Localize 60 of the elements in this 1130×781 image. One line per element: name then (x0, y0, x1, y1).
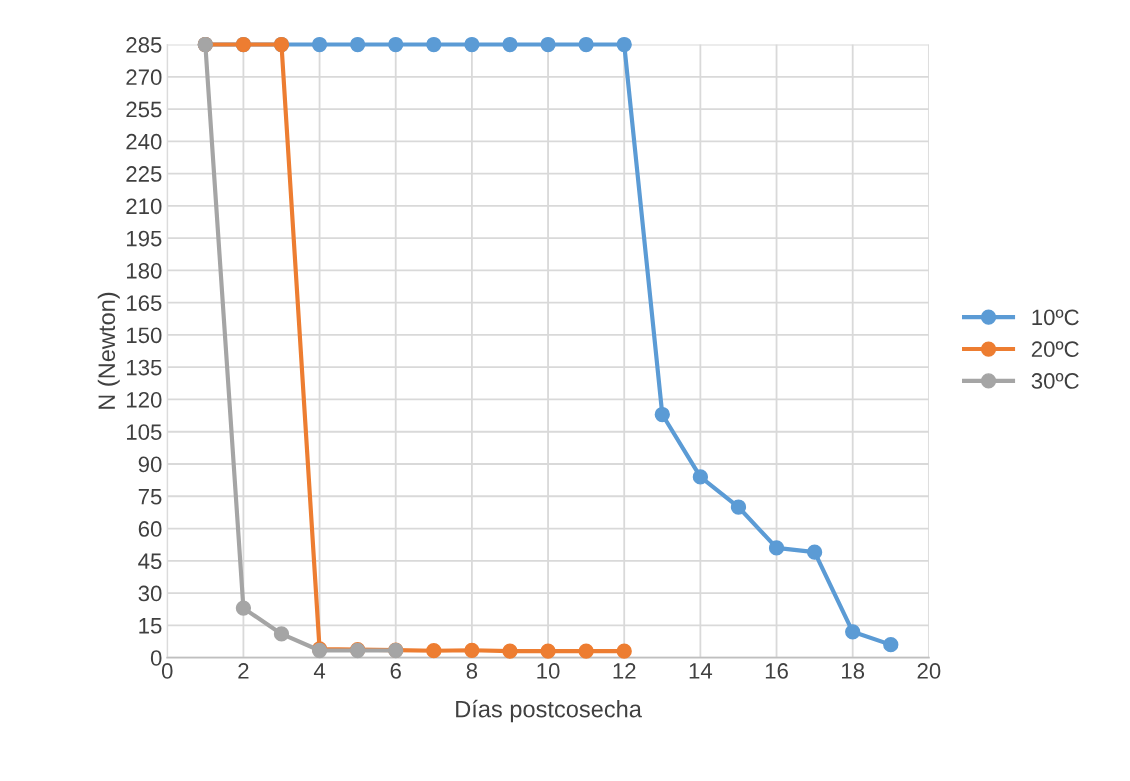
y-tick-label: 180 (127, 262, 162, 279)
point (578, 36, 594, 53)
x-tick-label: 4 (313, 663, 326, 679)
point (273, 626, 290, 642)
y-tick-label: 150 (127, 327, 162, 344)
y-tick-label: 30 (138, 585, 162, 602)
y-tick-label: 60 (138, 521, 162, 537)
x-tick-label: 16 (765, 663, 788, 679)
point (616, 36, 632, 53)
y-tick-label: 255 (126, 101, 162, 118)
point (426, 643, 442, 659)
x-tick-label: 12 (613, 663, 636, 679)
point (578, 643, 594, 659)
x-tick-label: 0 (161, 663, 173, 679)
x-tick-label: 8 (466, 663, 478, 679)
legend-label: 10ºC (1032, 309, 1079, 326)
point (730, 499, 747, 515)
y-tick-label: 0 (150, 650, 162, 666)
point (426, 36, 442, 53)
y-tick-label: 285 (126, 37, 162, 53)
x-tick-label: 18 (842, 663, 865, 679)
point (540, 36, 556, 53)
x-tick-label: 14 (689, 663, 713, 679)
y-tick-label: 90 (138, 456, 162, 473)
point (768, 540, 785, 556)
y-tick-label: 45 (138, 553, 162, 570)
y-tick-label: 165 (127, 295, 162, 311)
y-tick-label: 105 (127, 424, 162, 440)
point (350, 36, 366, 53)
legend-label: 20ºC (1031, 341, 1079, 358)
x-tick-label: 10 (537, 663, 560, 679)
y-tick-label: 210 (126, 198, 162, 215)
point (845, 624, 861, 640)
point (692, 469, 709, 485)
x-axis-title: Días postcosecha (456, 699, 642, 723)
y-tick-label: 270 (126, 69, 162, 86)
point (616, 643, 632, 659)
point (502, 643, 518, 659)
point (806, 544, 823, 560)
point (464, 642, 480, 658)
y-tick-label: 240 (126, 133, 162, 150)
x-tick-label: 2 (238, 663, 249, 679)
point (502, 36, 518, 53)
y-tick-label: 15 (139, 618, 162, 634)
point (883, 637, 899, 653)
point (540, 643, 556, 659)
point (235, 600, 252, 616)
point (464, 36, 480, 53)
y-tick-label: 75 (138, 489, 162, 505)
point (654, 406, 670, 423)
x-tick-label: 6 (390, 663, 401, 679)
y-tick-label: 120 (127, 392, 162, 408)
y-tick-label: 135 (127, 359, 162, 376)
x-tick-label: 20 (917, 663, 941, 679)
y-tick-label: 195 (127, 230, 162, 247)
y-tick-label: 225 (126, 166, 162, 182)
y-axis-title: N (Newton) (97, 292, 120, 409)
point (388, 36, 404, 53)
legend-label: 30ºC (1031, 373, 1079, 389)
point (311, 36, 328, 53)
